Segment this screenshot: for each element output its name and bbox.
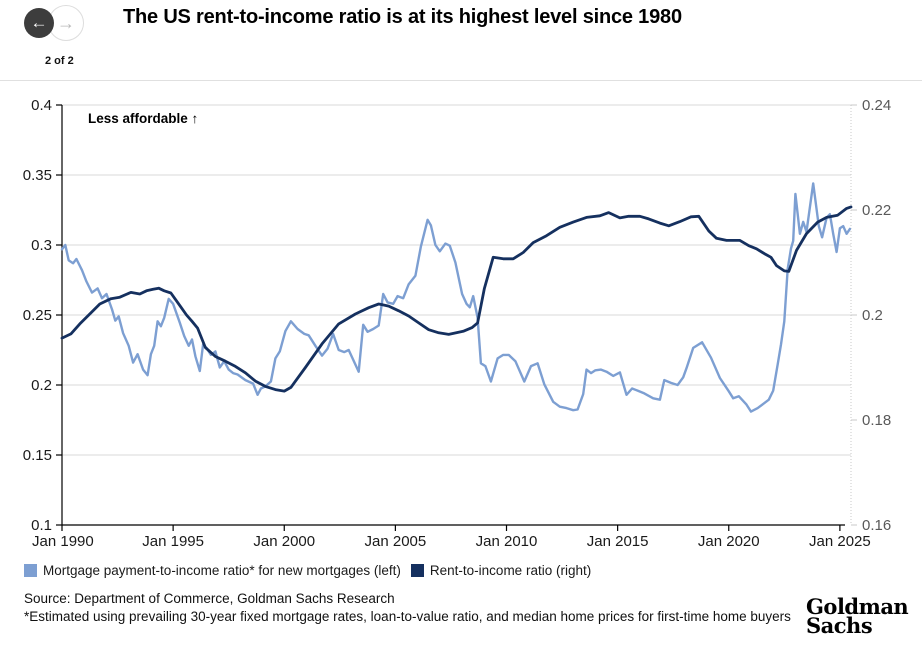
series-rent-line	[60, 205, 853, 393]
right-axis-label: 0.22	[862, 202, 891, 219]
left-axis-label: 0.2	[31, 377, 52, 394]
header-divider	[0, 80, 922, 81]
chart-svg: 0.24 0.22 0.2 0.18 0.16 0.4 0.35 0.3 0.25 0.2 0.15…	[23, 97, 891, 550]
left-axis-label: 0.15	[23, 447, 52, 464]
forward-button[interactable]: →	[48, 5, 84, 41]
series-mortgage-line	[60, 182, 852, 413]
legend-item-mortgage: Mortgage payment-to-income ratio* for ne…	[24, 563, 401, 578]
right-axis-label: 0.2	[862, 307, 883, 324]
x-axis-label: Jan 2005	[365, 533, 427, 550]
logo-line-2: Sachs	[806, 613, 873, 639]
logo-line-1: Goldman	[806, 594, 909, 619]
legend: Mortgage payment-to-income ratio* for ne…	[24, 563, 591, 578]
left-axis-label: 0.3	[31, 237, 52, 254]
legend-label-mortgage: Mortgage payment-to-income ratio* for ne…	[43, 563, 401, 578]
arrow-right-icon: →	[57, 12, 75, 33]
x-axis-label: Jan 2010	[476, 533, 538, 550]
left-axis-label: 0.35	[23, 167, 52, 184]
affordability-annotation: Less affordable ↑	[88, 111, 199, 126]
left-axis-label: 0.1	[31, 517, 52, 534]
x-axis-label: Jan 1995	[142, 533, 204, 550]
legend-swatch-rent	[410, 564, 424, 577]
source-line: Source: Department of Commerce, Goldman …	[24, 591, 395, 606]
source-note: Source: Department of Commerce, Goldman …	[24, 590, 794, 626]
x-axis-label: Jan 2025	[809, 533, 871, 550]
left-axis-label: 0.25	[23, 307, 52, 324]
legend-item-rent: Rent-to-income ratio (right)	[410, 563, 592, 578]
x-axis-label: Jan 2000	[253, 533, 315, 550]
x-axis-label: Jan 1990	[32, 533, 94, 550]
back-button[interactable]: ←	[24, 8, 54, 38]
right-axis-label: 0.18	[862, 412, 891, 429]
footnote: *Estimated using prevailing 30-year fixe…	[24, 608, 791, 624]
page-title: The US rent-to-income ratio is at its hi…	[123, 6, 682, 28]
x-axis-label: Jan 2015	[587, 533, 649, 550]
right-axis-label: 0.16	[862, 517, 891, 534]
arrow-left-icon: ←	[30, 13, 48, 32]
page-indicator: 2 of 2	[45, 55, 74, 67]
chart-area: 0.24 0.22 0.2 0.18 0.16 0.4 0.35 0.3 0.25 0.2 0.15…	[0, 88, 922, 560]
legend-label-rent: Rent-to-income ratio (right)	[429, 563, 592, 578]
right-axis-label: 0.24	[862, 97, 891, 114]
legend-swatch-mortgage	[24, 564, 37, 577]
left-axis-label: 0.4	[31, 97, 52, 114]
x-axis-label: Jan 2020	[698, 533, 760, 550]
goldman-sachs-logo: Goldman Sachs	[806, 594, 909, 639]
